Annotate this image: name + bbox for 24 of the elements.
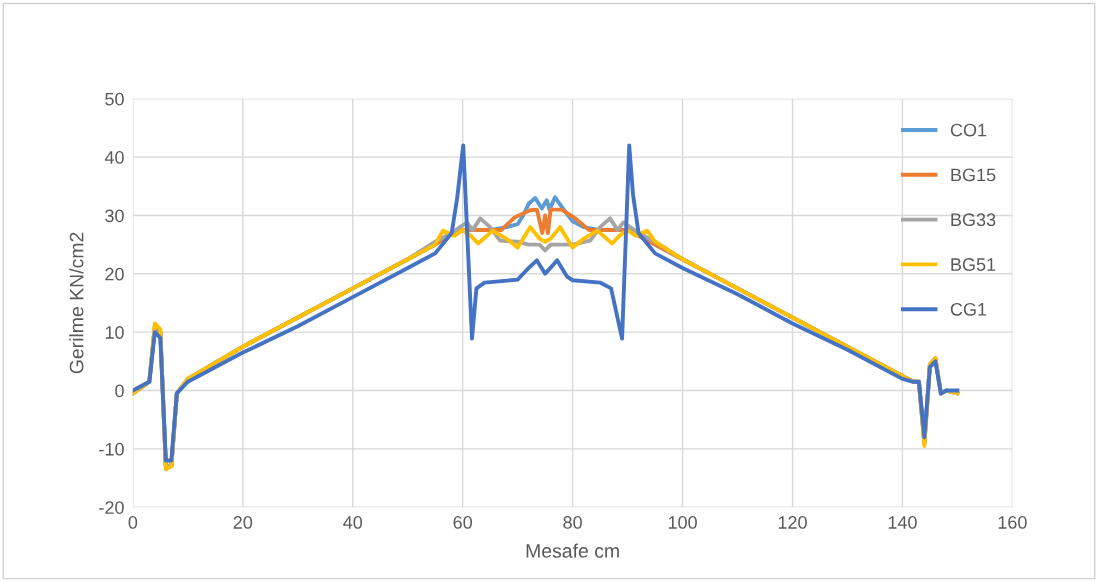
y-tick-label: 20 <box>105 267 124 281</box>
x-tick-label: 0 <box>128 516 138 529</box>
x-tick-label: 20 <box>233 516 253 529</box>
y-tick-label: -20 <box>99 501 124 514</box>
legend-label: CO1 <box>950 123 987 137</box>
y-tick-label: 40 <box>104 151 124 164</box>
x-tick-label: 80 <box>563 516 582 529</box>
x-axis-title: Mesafe cm <box>526 543 619 558</box>
y-tick-label: -10 <box>99 442 124 456</box>
x-tick-label: 40 <box>343 516 363 529</box>
y-axis-title: Gerilme KN/cm2 <box>69 232 84 374</box>
x-tick-label: 60 <box>453 516 473 529</box>
y-tick-label: 10 <box>105 326 124 339</box>
x-tick-label: 120 <box>778 516 807 529</box>
y-tick-label: 50 <box>105 92 124 106</box>
y-tick-label: 30 <box>105 209 124 223</box>
legend-label: BG15 <box>951 168 996 182</box>
x-tick-label: 160 <box>998 516 1027 529</box>
x-tick-label: 100 <box>668 516 697 529</box>
legend-label: BG33 <box>951 213 996 227</box>
y-tick-label: 0 <box>115 384 124 398</box>
x-tick-label: 140 <box>888 516 917 529</box>
legend-label: CG1 <box>950 302 987 316</box>
legend-label: BG51 <box>951 258 996 271</box>
